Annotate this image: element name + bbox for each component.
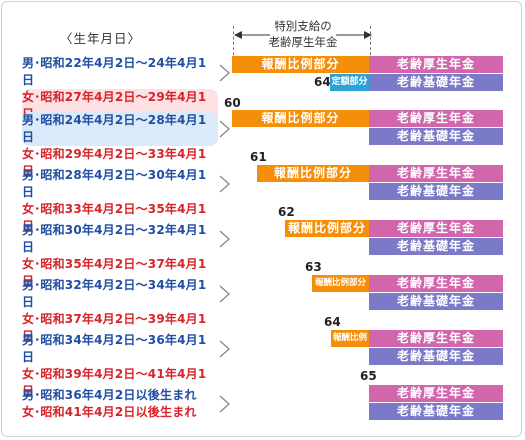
birth-row-5: 男･昭和32年4月2日～34年4月1日 女･昭和37年4月2日～39年4月1日 [22, 277, 218, 345]
special-range-right-dash [370, 26, 371, 66]
special-pension-header-line1: 特別支給の [271, 18, 335, 34]
old-age-basic-pension-bar: 老齢基礎年金 [369, 238, 503, 255]
birth-row-6: 男･昭和34年4月2日～36年4月1日 女･昭和39年4月2日～41年4月1日 [22, 332, 218, 400]
fixed-portion-bar: 定額部分 [330, 74, 369, 91]
old-age-basic-pension-bar: 老齢基礎年金 [369, 348, 503, 365]
special-pension-header-line2: 老齢厚生年金 [268, 35, 338, 49]
male-birth-range: 男･昭和34年4月2日～36年4月1日 [22, 333, 207, 364]
old-age-basic-pension-bar: 老齢基礎年金 [369, 403, 503, 420]
old-age-employee-pension-bar: 老齢厚生年金 [369, 330, 503, 347]
female-birth-range: 女･昭和33年4月2日～35年4月1日 [22, 202, 207, 233]
female-birth-range: 女･昭和35年4月2日～37年4月1日 [22, 257, 207, 288]
start-age-label: 65 [360, 369, 377, 383]
male-birth-range: 男･昭和30年4月2日～32年4月1日 [22, 223, 207, 254]
male-birth-range: 男･昭和22年4月2日～24年4月1日 [22, 56, 207, 87]
birth-row-4: 男･昭和30年4月2日～32年4月1日 女･昭和35年4月2日～37年4月1日 [22, 222, 218, 290]
birth-row-2: 男･昭和24年4月2日～28年4月1日 女･昭和29年4月2日～33年4月1日 [22, 112, 218, 180]
female-birth-range: 女･昭和37年4月2日～39年4月1日 [22, 312, 207, 343]
start-age-label: 64 [314, 75, 331, 89]
start-age-label: 60 [224, 96, 241, 110]
male-birth-range: 男･昭和24年4月2日～28年4月1日 [22, 112, 218, 146]
old-age-employee-pension-bar: 老齢厚生年金 [369, 56, 503, 73]
start-age-label: 63 [305, 260, 322, 274]
birth-row-3: 男･昭和28年4月2日～30年4月1日 女･昭和33年4月2日～35年4月1日 [22, 167, 218, 235]
chevron-right-icon [219, 175, 230, 193]
old-age-employee-pension-bar: 老齢厚生年金 [369, 220, 503, 237]
remuneration-portion-bar: 報酬比例部分 [232, 56, 369, 73]
birth-row-7: 男･昭和36年4月2日以後生まれ 女･昭和41年4月2日以後生まれ [22, 387, 218, 421]
chevron-right-icon [219, 120, 230, 138]
chevron-right-icon [219, 285, 230, 303]
remuneration-portion-bar: 報酬比例部分 [232, 110, 369, 127]
remuneration-portion-bar: 報酬比例部分 [312, 275, 369, 292]
start-age-label: 61 [250, 150, 267, 164]
chevron-right-icon [219, 395, 230, 413]
birth-date-header: 〈生年月日〉 [60, 31, 142, 46]
old-age-employee-pension-bar: 老齢厚生年金 [369, 110, 503, 127]
start-age-label: 62 [278, 205, 295, 219]
start-age-label: 64 [324, 315, 341, 329]
old-age-employee-pension-bar: 老齢厚生年金 [369, 385, 503, 402]
remuneration-portion-bar: 報酬比例部分 [285, 220, 369, 237]
male-birth-range: 男･昭和32年4月2日～34年4月1日 [22, 278, 207, 309]
special-pension-header: 特別支給の 老齢厚生年金 [236, 18, 370, 50]
double-arrow-icon [234, 31, 372, 39]
male-birth-range: 男･昭和36年4月2日以後生まれ [22, 388, 197, 402]
chevron-right-icon [219, 230, 230, 248]
old-age-basic-pension-bar: 老齢基礎年金 [369, 293, 503, 310]
old-age-basic-pension-bar: 老齢基礎年金 [369, 128, 503, 145]
chevron-right-icon [219, 340, 230, 358]
male-birth-range: 男･昭和28年4月2日～30年4月1日 [22, 168, 207, 199]
old-age-employee-pension-bar: 老齢厚生年金 [369, 165, 503, 182]
old-age-basic-pension-bar: 老齢基礎年金 [369, 183, 503, 200]
female-birth-range: 女･昭和29年4月2日～33年4月1日 [22, 147, 207, 178]
remuneration-portion-bar: 報酬比例 [331, 330, 369, 347]
special-range-left-dash [233, 26, 234, 66]
female-birth-range: 女･昭和39年4月2日～41年4月1日 [22, 367, 207, 398]
old-age-basic-pension-bar: 老齢基礎年金 [369, 74, 503, 91]
old-age-employee-pension-bar: 老齢厚生年金 [369, 275, 503, 292]
chevron-right-icon [219, 64, 230, 82]
remuneration-portion-bar: 報酬比例部分 [257, 165, 369, 182]
female-birth-range: 女･昭和41年4月2日以後生まれ [22, 405, 197, 419]
